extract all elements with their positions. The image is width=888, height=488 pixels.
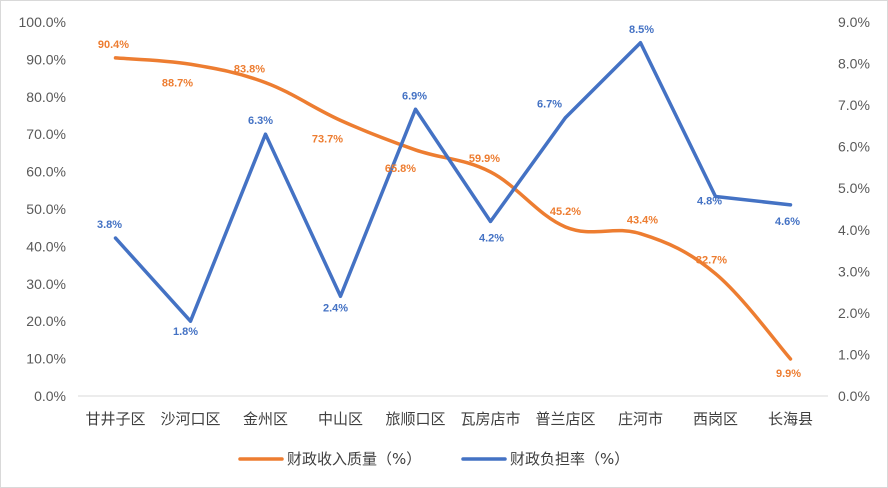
y-right-tick-label: 3.0% <box>838 263 870 279</box>
data-point-burden-rate <box>714 195 717 199</box>
data-label-income-quality: 65.8% <box>385 163 416 175</box>
x-category-label: 瓦房店市 <box>460 410 520 428</box>
data-label-income-quality: 73.7% <box>312 133 343 145</box>
data-point-income-quality <box>414 148 417 152</box>
data-point-income-quality <box>114 56 117 60</box>
data-label-income-quality: 43.4% <box>627 215 658 227</box>
axes-layer: 0.0% 10.0% 20.0% 30.0% 40.0% 50.0% 60.0% 70.0% 8… <box>19 14 870 428</box>
series-layer <box>113 41 793 361</box>
y-left-tick-label: 0.0% <box>34 388 66 404</box>
data-labels-layer: 90.4% 88.7% 83.8% 73.7% 65.8% 59.9% 45.2% 43.4%… <box>97 24 801 380</box>
data-point-income-quality <box>489 170 492 174</box>
data-point-burden-rate <box>114 236 117 240</box>
data-label-income-quality: 9.9% <box>776 368 801 380</box>
y-right-tick-label: 1.0% <box>838 346 870 362</box>
data-label-burden-rate: 4.2% <box>479 232 504 244</box>
data-point-income-quality <box>639 232 642 236</box>
data-point-burden-rate <box>489 219 492 223</box>
data-label-income-quality: 45.2% <box>550 206 581 218</box>
y-right-tick-label: 9.0% <box>838 14 870 30</box>
x-category-label: 旅顺口区 <box>385 410 445 428</box>
data-label-burden-rate: 3.8% <box>97 219 122 231</box>
x-category-label: 长海县 <box>768 410 813 428</box>
y-right-tick-label: 5.0% <box>838 180 870 196</box>
y-left-tick-label: 60.0% <box>26 164 66 180</box>
y-left-tick-label: 50.0% <box>26 201 66 217</box>
data-point-income-quality <box>264 81 267 85</box>
legend-label-burden-rate: 财政负担率（%） <box>510 450 629 468</box>
data-point-income-quality <box>714 272 717 276</box>
data-label-income-quality: 32.7% <box>696 255 727 267</box>
y-left-tick-label: 90.0% <box>26 51 66 67</box>
data-point-burden-rate <box>564 116 567 120</box>
data-point-income-quality <box>789 357 792 361</box>
y-right-tick-label: 4.0% <box>838 222 870 238</box>
data-label-burden-rate: 1.8% <box>173 326 198 338</box>
x-category-label: 中山区 <box>318 410 363 428</box>
y-left-tick-label: 10.0% <box>26 351 66 367</box>
y-left-tick-label: 70.0% <box>26 126 66 142</box>
y-right-tick-label: 6.0% <box>838 139 870 155</box>
x-category-label: 庄河市 <box>618 410 663 428</box>
y-left-tick-label: 20.0% <box>26 313 66 329</box>
x-category-label: 西岗区 <box>693 410 738 428</box>
y-right-tick-label: 2.0% <box>838 305 870 321</box>
data-label-burden-rate: 6.9% <box>402 90 427 102</box>
y-left-tick-label: 30.0% <box>26 276 66 292</box>
data-point-income-quality <box>564 225 567 229</box>
legend: 财政收入质量（%） 财政负担率（%） <box>238 450 629 468</box>
y-right-tick-label: 8.0% <box>838 56 870 72</box>
x-category-label: 甘井子区 <box>85 410 145 428</box>
data-label-burden-rate: 4.8% <box>697 196 722 208</box>
y-right-tick-label: 7.0% <box>838 97 870 113</box>
data-point-income-quality <box>339 118 342 122</box>
y-left-tick-label: 40.0% <box>26 238 66 254</box>
data-label-burden-rate: 6.7% <box>537 99 562 111</box>
y-left-tick-label: 100.0% <box>19 14 66 30</box>
x-category-label: 金州区 <box>243 410 288 428</box>
data-label-burden-rate: 4.6% <box>775 216 800 228</box>
y-right-tick-label: 0.0% <box>838 388 870 404</box>
data-point-burden-rate <box>414 107 417 111</box>
data-point-income-quality <box>189 62 192 66</box>
data-point-burden-rate <box>639 41 642 45</box>
data-point-burden-rate <box>189 319 192 323</box>
x-category-label: 沙河口区 <box>160 410 220 428</box>
x-category-label: 普兰店区 <box>535 410 595 428</box>
series-line-income-quality <box>113 56 793 361</box>
data-label-burden-rate: 6.3% <box>248 115 273 127</box>
data-point-burden-rate <box>789 203 792 207</box>
data-label-burden-rate: 2.4% <box>323 302 348 314</box>
data-label-income-quality: 59.9% <box>469 153 500 165</box>
data-point-burden-rate <box>339 294 342 298</box>
data-label-income-quality: 88.7% <box>162 77 193 89</box>
data-point-burden-rate <box>264 132 267 136</box>
series-line-burden-rate <box>113 41 793 323</box>
legend-label-income-quality: 财政收入质量（%） <box>287 450 421 468</box>
data-label-income-quality: 90.4% <box>98 39 129 51</box>
y-left-tick-label: 80.0% <box>26 89 66 105</box>
data-label-burden-rate: 8.5% <box>629 24 654 36</box>
data-label-income-quality: 83.8% <box>234 64 265 76</box>
